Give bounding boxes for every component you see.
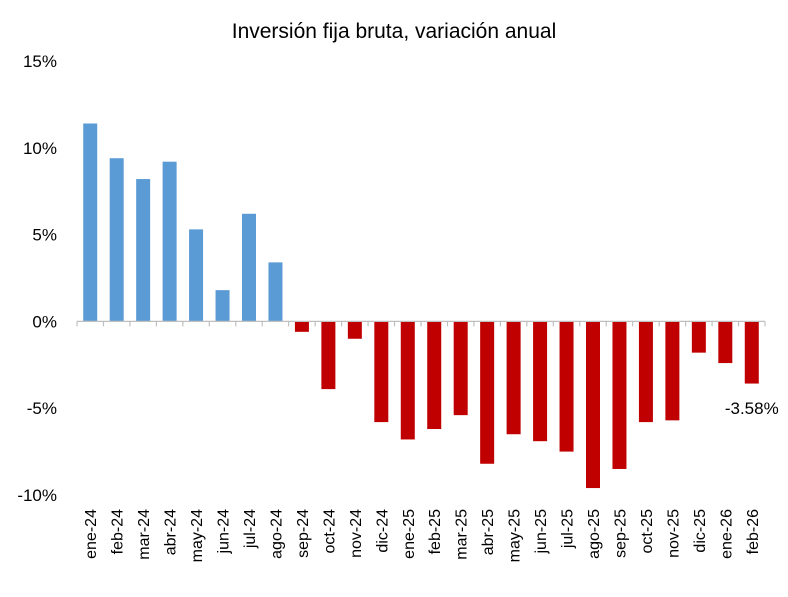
x-tick-label: mar-25 (454, 509, 471, 560)
bar (400, 321, 415, 440)
bar (691, 321, 706, 353)
bar (215, 290, 230, 322)
bars (83, 123, 759, 489)
x-tick-label: ago-25 (586, 509, 603, 559)
x-tick-label: nov-24 (348, 509, 365, 558)
y-axis: 15% 10% 5% 0% -5% -10% (17, 52, 57, 505)
x-tick-label: feb-24 (110, 509, 127, 554)
x-tick-label: nov-25 (665, 509, 682, 558)
x-tick-label: dic-24 (374, 509, 391, 553)
bar (744, 321, 759, 384)
x-tick-label: mar-24 (136, 509, 153, 560)
x-tick-label: may-25 (507, 509, 524, 562)
bar (586, 321, 600, 489)
x-tick-label: feb-25 (427, 509, 444, 554)
bar (347, 321, 362, 339)
x-tick-label: sep-25 (612, 509, 629, 558)
x-tick-label: sep-24 (295, 509, 312, 558)
x-tick-label: jun-24 (216, 509, 233, 555)
y-tick-label: 5% (32, 226, 57, 245)
x-tick-label: jul-24 (242, 509, 259, 549)
bar (427, 321, 442, 430)
bar (162, 161, 177, 322)
bar (453, 321, 468, 416)
bar (533, 321, 548, 442)
bar (83, 123, 98, 322)
x-tick-label: feb-26 (745, 509, 762, 554)
x-tick-label: jun-25 (533, 509, 550, 555)
bar (374, 321, 389, 423)
x-tick-label: ene-26 (718, 509, 735, 559)
y-tick-label: 10% (23, 139, 57, 158)
bar (189, 229, 204, 322)
x-tick-label: oct-25 (639, 509, 656, 554)
x-tick-label: oct-24 (321, 509, 338, 554)
x-tick-label: dic-25 (692, 509, 709, 553)
bar (718, 321, 733, 364)
x-tick-label: abr-24 (163, 509, 180, 555)
y-tick-label: -10% (17, 486, 57, 505)
data-labels: -3.58% (725, 399, 779, 418)
x-tick-label: ago-24 (268, 509, 285, 559)
y-tick-label: 15% (23, 52, 57, 71)
chart-title: Inversión fija bruta, variación anual (232, 20, 557, 43)
bar (268, 262, 283, 322)
data-label: -3.58% (725, 399, 779, 418)
bar (109, 158, 124, 322)
x-tick-label: jul-25 (560, 509, 577, 549)
bar (294, 321, 309, 332)
bar (321, 321, 336, 390)
x-tick-label: ene-24 (83, 509, 100, 559)
x-tick-label: abr-25 (480, 509, 497, 555)
x-tick-label: may-24 (189, 509, 206, 562)
bar (559, 321, 574, 452)
bar (480, 321, 495, 464)
bar (665, 321, 680, 421)
x-tick-label: ene-25 (401, 509, 418, 559)
bar (612, 321, 627, 469)
bar (136, 179, 151, 322)
x-tick-labels: ene-24 feb-24 mar-24 abr-24 may-24 jun-24 jul-… (83, 509, 762, 562)
bar (242, 213, 256, 322)
bar (506, 321, 521, 435)
x-axis (76, 320, 766, 327)
y-tick-label: 0% (32, 312, 57, 331)
y-tick-label: -5% (27, 399, 57, 418)
bar (638, 321, 653, 423)
